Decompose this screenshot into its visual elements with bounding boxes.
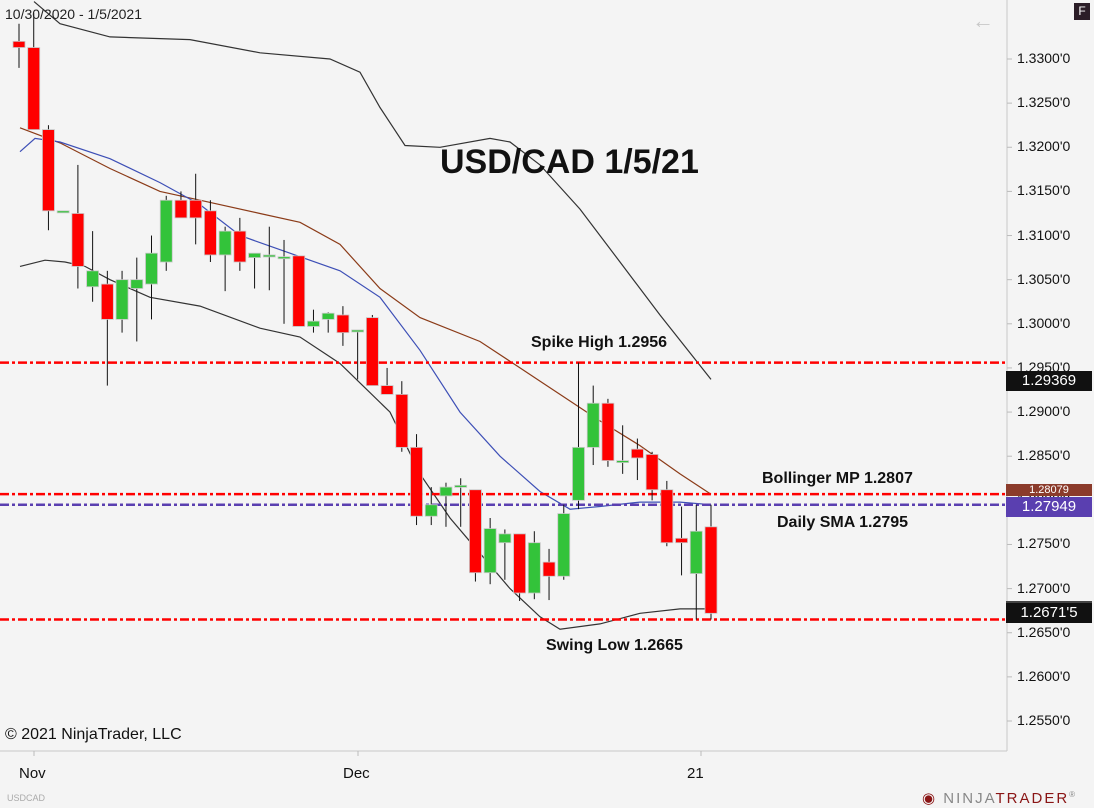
y-tick-label: 1.2900'0 bbox=[1017, 403, 1071, 420]
chart-title: USD/CAD 1/5/21 bbox=[440, 143, 699, 181]
y-tick-label: 1.2850'0 bbox=[1017, 447, 1071, 464]
y-tick-label: 1.3250'0 bbox=[1017, 94, 1071, 111]
price-tag-last-price: 1.2671'5 bbox=[1006, 601, 1092, 623]
y-tick-label: 1.2550'0 bbox=[1017, 712, 1071, 728]
price-tag-daily-sma: 1.27949 bbox=[1006, 497, 1092, 517]
x-label-21: 21 bbox=[687, 765, 704, 782]
logo-prefix: NINJA bbox=[943, 790, 996, 807]
x-label-dec: Dec bbox=[343, 765, 370, 782]
horizontal-levels bbox=[0, 361, 1007, 621]
date-range-label: 10/30/2020 - 1/5/2021 bbox=[5, 6, 143, 22]
y-tick-label: 1.3100'0 bbox=[1017, 226, 1071, 243]
y-tick-label: 1.3200'0 bbox=[1017, 138, 1071, 155]
annotation-spike-high: Spike High 1.2956 bbox=[531, 334, 668, 351]
candles bbox=[12, 13, 718, 620]
price-tag-spike-high: 1.29369 bbox=[1006, 371, 1092, 391]
ninjatrader-logo: ◉ NINJATRADER® bbox=[922, 789, 1077, 807]
arrow-left-icon[interactable]: ← bbox=[972, 8, 994, 33]
annotation-daily-sma: Daily SMA 1.2795 bbox=[777, 514, 909, 531]
logo-mark-icon: ◉ bbox=[922, 790, 938, 807]
y-tick-label: 1.2600'0 bbox=[1017, 667, 1071, 684]
y-tick-label: 1.3150'0 bbox=[1017, 182, 1071, 199]
plot-area[interactable] bbox=[0, 0, 1007, 751]
f-button[interactable]: F bbox=[1074, 3, 1090, 20]
y-tick-label: 1.2650'0 bbox=[1017, 623, 1071, 640]
logo-suffix: TRADER bbox=[995, 790, 1070, 807]
x-label-nov: Nov bbox=[19, 765, 46, 782]
x-axis-ticks bbox=[33, 751, 702, 756]
price-tag-bollinger-mp: 1.28079 bbox=[1006, 484, 1092, 496]
y-tick-label: 1.3000'0 bbox=[1017, 314, 1071, 331]
y-tick-label: 1.2700'0 bbox=[1017, 579, 1071, 596]
y-tick-label: 1.2950'0 bbox=[1017, 358, 1071, 375]
symbol-label: USDCAD bbox=[7, 793, 46, 803]
copyright-text: © 2021 NinjaTrader, LLC bbox=[5, 726, 182, 743]
annotation-swing-low: Swing Low 1.2665 bbox=[546, 637, 683, 654]
y-tick-label: 1.3050'0 bbox=[1017, 270, 1071, 287]
y-tick-label: 1.3300'0 bbox=[1017, 50, 1071, 66]
logo-registered: ® bbox=[1069, 790, 1078, 799]
y-tick-label: 1.2750'0 bbox=[1017, 535, 1071, 552]
annotation-bollinger-mp: Bollinger MP 1.2807 bbox=[762, 470, 913, 487]
